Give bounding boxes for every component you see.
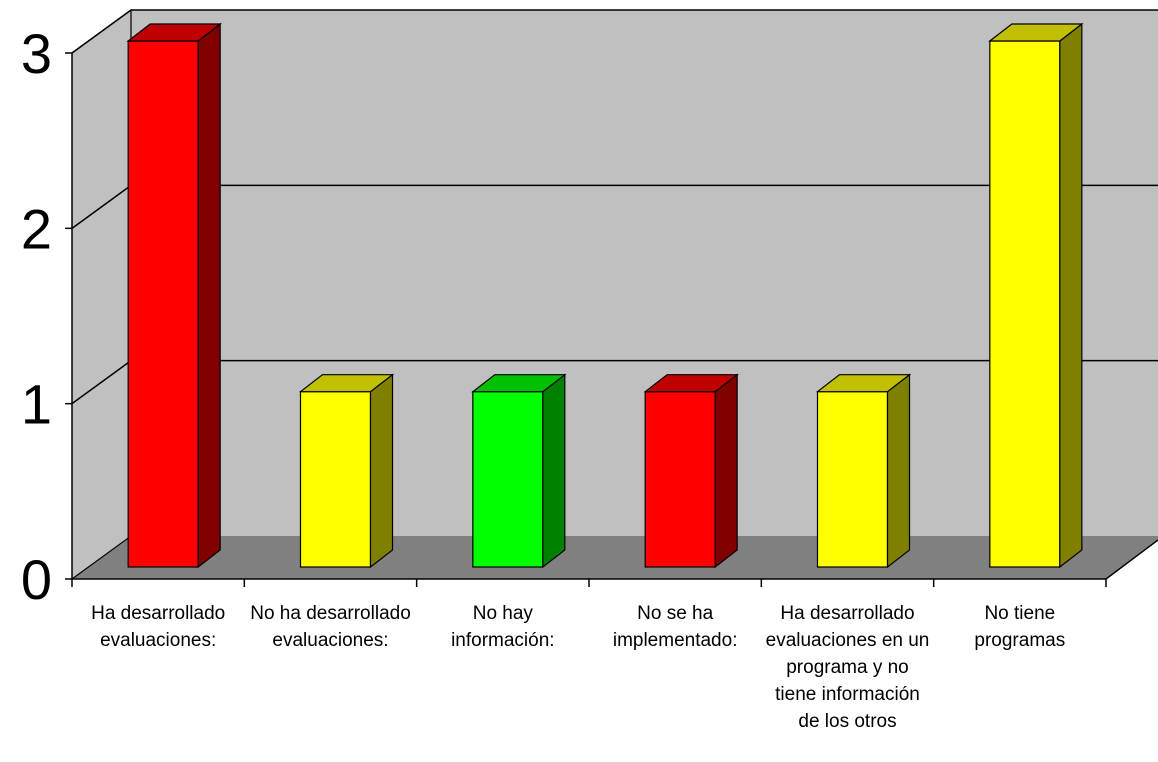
bar	[471, 373, 567, 569]
y-tick-label: 3	[21, 22, 52, 85]
bar	[988, 22, 1084, 569]
bar-side	[1059, 22, 1083, 569]
x-tick-label-line: evaluaciones:	[100, 630, 216, 651]
x-tick-label-line: de los otros	[798, 711, 896, 732]
y-tick-label: 0	[21, 548, 52, 611]
bar-side	[197, 22, 221, 569]
bar-front	[816, 391, 889, 568]
x-tick-label-line: No se ha	[637, 603, 713, 624]
x-tick-label: No ha desarrollado evaluaciones:	[250, 603, 411, 651]
bar-top	[471, 374, 567, 393]
floor-left-edge	[71, 535, 132, 580]
bar	[298, 373, 395, 569]
x-tick-label-line: programas	[974, 630, 1065, 651]
bar-front	[644, 391, 716, 568]
x-tick-label: Ha desarrollado evaluaciones:	[91, 603, 225, 651]
bar-front	[127, 40, 199, 568]
x-tick-label: No tiene programas	[974, 603, 1065, 651]
bar	[643, 373, 739, 569]
bar-side	[714, 373, 738, 569]
x-tick-label: Ha desarrollado evaluaciones en un program…	[766, 603, 930, 732]
bars	[126, 22, 1084, 569]
x-tick-label: No se ha implementado:	[613, 603, 738, 651]
x-tick-label-line: Ha desarrollado	[91, 603, 225, 624]
bar-top	[126, 23, 222, 42]
x-tick-label-line: información:	[451, 630, 555, 651]
side-wall	[72, 10, 131, 579]
floor-right-edge	[1105, 539, 1158, 580]
bar-top	[815, 374, 912, 393]
bar	[815, 373, 912, 569]
bar-front	[472, 391, 544, 568]
x-tick-label: No hay información:	[451, 603, 555, 651]
x-tick-label-line: implementado:	[613, 630, 738, 651]
side-wall-top-edge	[71, 9, 132, 54]
bar-top	[298, 374, 395, 393]
x-tick-label-line: No tiene	[984, 603, 1055, 624]
bar-side	[369, 373, 394, 569]
x-tick-label-line: No hay	[473, 603, 534, 624]
y-tick-label: 1	[21, 373, 52, 436]
bar-front	[989, 40, 1061, 568]
x-tick-label-line: Ha desarrollado	[780, 603, 914, 624]
x-tick-label-line: programa y no	[786, 657, 909, 678]
x-tick-label-line: tiene información	[775, 684, 920, 705]
x-tick-label-line: evaluaciones en un	[766, 630, 930, 651]
bar-side	[542, 373, 566, 569]
bar	[126, 22, 222, 569]
bar-front	[299, 391, 372, 568]
bar-top	[988, 23, 1084, 42]
bar-side	[886, 373, 911, 569]
y-tick-labels: 0 1 2 3	[21, 22, 52, 611]
bar-top	[643, 374, 739, 393]
x-tick-label-line: No ha desarrollado	[250, 603, 411, 624]
x-tick-labels: Ha desarrollado evaluaciones:No ha desarr…	[91, 603, 1065, 732]
y-tick-label: 2	[21, 197, 52, 260]
x-tick-label-line: evaluaciones:	[272, 630, 388, 651]
